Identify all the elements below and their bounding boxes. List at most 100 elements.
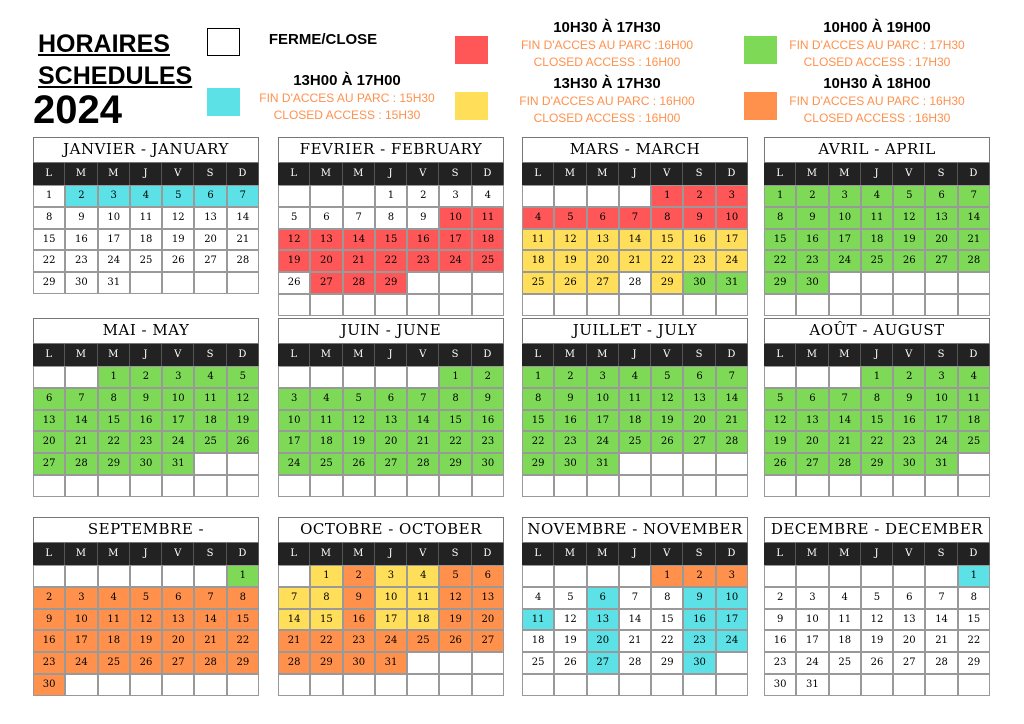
- day-cell: 19: [860, 630, 894, 653]
- day-cell: 9: [683, 206, 716, 229]
- weekday-header: M: [342, 163, 375, 185]
- day-cell: 12: [342, 409, 375, 432]
- day-cell: 16: [129, 409, 163, 432]
- day-cell: 3: [97, 185, 130, 207]
- day-cell: 28: [342, 272, 375, 294]
- empty-cell: [194, 674, 227, 696]
- day-cell: 14: [65, 409, 98, 432]
- weekday-header: V: [893, 163, 926, 185]
- empty-cell: [796, 294, 829, 316]
- day-cell: 31: [374, 652, 408, 674]
- day-cell: 24: [715, 250, 748, 273]
- empty-cell: [925, 565, 958, 587]
- empty-cell: [618, 565, 652, 587]
- day-cell: 13: [194, 206, 227, 229]
- empty-cell: [828, 294, 861, 316]
- day-cell: 14: [828, 409, 861, 432]
- day-cell: 5: [278, 206, 311, 229]
- day-cell: 26: [162, 250, 195, 273]
- month-title: JANVIER - JANUARY: [33, 137, 259, 163]
- empty-cell: [554, 294, 587, 316]
- day-cell: 5: [342, 387, 375, 410]
- day-cell: 10: [162, 387, 195, 410]
- empty-cell: [860, 475, 894, 497]
- day-cell: 22: [651, 630, 684, 653]
- empty-cell: [278, 674, 311, 696]
- day-cell: 18: [522, 250, 555, 273]
- day-cell: 1: [957, 565, 990, 587]
- day-cell: 3: [796, 586, 829, 609]
- legend-title: 10H30 À 18H00: [823, 75, 931, 92]
- day-cell: 26: [554, 652, 587, 674]
- day-cell: 8: [651, 586, 684, 609]
- day-cell: 26: [554, 272, 587, 294]
- day-cell: 1: [522, 366, 555, 388]
- day-cell: 20: [893, 630, 926, 653]
- day-cell: 18: [97, 630, 130, 653]
- day-cell: 2: [33, 586, 66, 609]
- empty-cell: [586, 674, 619, 696]
- weekday-header: V: [651, 163, 684, 185]
- empty-cell: [310, 366, 343, 388]
- day-cell: 6: [796, 387, 829, 410]
- empty-cell: [925, 294, 958, 316]
- weekday-header: L: [764, 543, 797, 565]
- day-cell: 16: [471, 409, 504, 432]
- day-cell: 24: [586, 431, 619, 454]
- day-cell: 24: [828, 250, 861, 273]
- day-cell: 24: [439, 250, 472, 273]
- day-cell: 14: [194, 608, 227, 631]
- day-cell: 27: [33, 453, 66, 475]
- day-cell: 28: [618, 272, 652, 294]
- empty-cell: [715, 674, 748, 696]
- day-cell: 3: [925, 366, 958, 388]
- day-cell: 4: [407, 565, 440, 587]
- day-cell: 2: [554, 366, 587, 388]
- empty-cell: [651, 475, 684, 497]
- day-cell: 14: [342, 228, 375, 251]
- day-cell: 25: [522, 272, 555, 294]
- day-cell: 23: [764, 652, 797, 674]
- day-cell: 10: [586, 387, 619, 410]
- empty-cell: [860, 294, 894, 316]
- day-cell: 4: [828, 586, 861, 609]
- weekday-header: D: [226, 163, 259, 185]
- day-cell: 20: [683, 409, 716, 432]
- day-cell: 17: [374, 608, 408, 631]
- day-cell: 30: [554, 453, 587, 475]
- weekday-header: V: [651, 344, 684, 366]
- day-cell: 7: [407, 387, 440, 410]
- day-cell: 16: [407, 228, 440, 251]
- day-cell: 14: [618, 608, 652, 631]
- day-cell: 22: [33, 250, 66, 273]
- day-cell: 19: [439, 608, 472, 631]
- day-cell: 9: [683, 586, 716, 609]
- empty-cell: [471, 272, 504, 294]
- day-cell: 6: [925, 185, 958, 207]
- empty-cell: [407, 366, 440, 388]
- empty-cell: [618, 294, 652, 316]
- month-title: DECEMBRE - DECEMBER: [764, 517, 990, 543]
- day-cell: 6: [471, 565, 504, 587]
- empty-cell: [586, 475, 619, 497]
- day-cell: 9: [129, 387, 163, 410]
- day-cell: 31: [586, 453, 619, 475]
- day-cell: 23: [407, 250, 440, 273]
- empty-cell: [374, 366, 408, 388]
- day-cell: 7: [957, 185, 990, 207]
- day-cell: 11: [618, 387, 652, 410]
- month-title: FEVRIER - FEBRUARY: [278, 137, 504, 163]
- weekday-header: V: [162, 163, 195, 185]
- day-cell: 17: [828, 228, 861, 251]
- empty-cell: [407, 475, 440, 497]
- day-cell: 13: [374, 409, 408, 432]
- empty-cell: [586, 565, 619, 587]
- day-cell: 26: [129, 652, 163, 674]
- day-cell: 7: [65, 387, 98, 410]
- empty-cell: [439, 652, 472, 674]
- day-cell: 10: [715, 586, 748, 609]
- day-cell: 3: [586, 366, 619, 388]
- day-cell: 19: [651, 409, 684, 432]
- day-cell: 18: [828, 630, 861, 653]
- title-line: HORAIRES: [38, 30, 170, 58]
